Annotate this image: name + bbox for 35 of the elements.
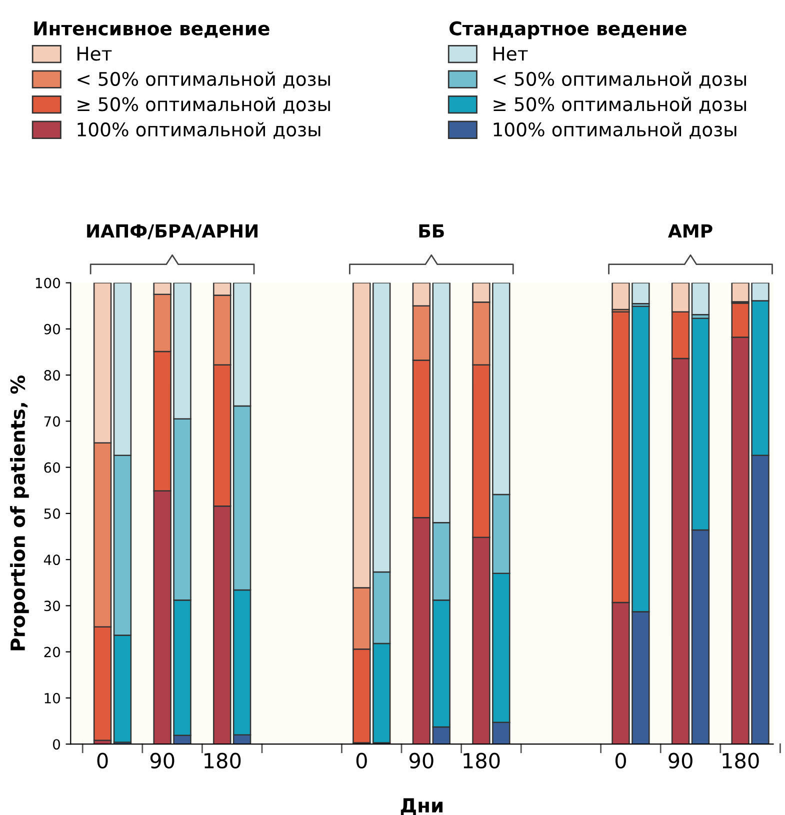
text: ИАПФ/БРА/АРНИ (87, 224, 258, 240)
x-tick-label: 180 (722, 752, 759, 769)
y-axis-title: Proportion of patients, % (10, 376, 29, 650)
legend-label: 100% оптимальной дозы (494, 122, 736, 139)
x-tick-label: 0 (356, 752, 367, 769)
y-tick-label: 50 (44, 508, 60, 519)
x-tick-label: 180 (204, 752, 241, 769)
text: Стандартное ведение (450, 21, 686, 40)
x-tick-label: 90 (150, 752, 174, 769)
y-tick-label: 60 (44, 462, 60, 473)
y-tick-label: 40 (44, 554, 60, 566)
legend-label: ≥ 50% оптимальной дозы (78, 96, 330, 114)
text: ББ (419, 224, 444, 238)
y-tick-label: 30 (44, 600, 60, 612)
y-tick-label: 20 (44, 646, 60, 658)
text: Интенсивное ведение (34, 22, 270, 38)
legend-label: Нет (494, 46, 528, 61)
legend-label: < 50% оптимальной дозы (494, 72, 746, 88)
x-tick-label: 90 (409, 752, 434, 769)
y-tick-label: 80 (44, 370, 60, 381)
x-tick-label: 0 (615, 752, 626, 769)
y-tick-label: 10 (44, 692, 60, 704)
legend-label: ≥ 50% оптимальной дозы (494, 96, 746, 114)
y-tick-label: 0 (53, 739, 60, 750)
text: АМР (668, 224, 712, 238)
x-tick-label: 180 (464, 752, 500, 769)
y-tick-label: 100 (36, 278, 60, 288)
x-tick-label: 0 (97, 752, 108, 769)
x-tick-label: 90 (668, 752, 692, 769)
legend-label: Нет (78, 46, 112, 61)
x-axis-title: Дни (400, 798, 442, 815)
y-tick-label: 90 (44, 324, 60, 334)
y-tick-label: 70 (44, 416, 60, 427)
legend-label: 100% оптимальной дозы (78, 122, 320, 139)
legend-label: < 50% оптимальной дозы (78, 72, 330, 88)
